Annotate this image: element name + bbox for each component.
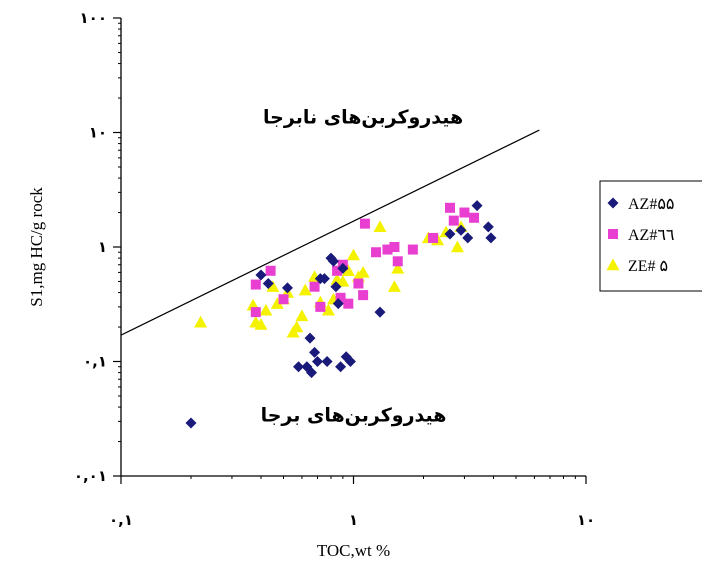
data-point-triangle: [391, 261, 405, 274]
data-point-triangle: [336, 274, 350, 287]
data-point-triangle: [347, 248, 360, 261]
y-tick-label: ٠,٠١: [74, 467, 107, 485]
axes: ٠,٠١ ٠,١ ١ ١٠ ١٠٠ ٠,١ ١ ١٠ TOC,wt % S1,mg HC/g ro…: [27, 9, 595, 560]
legend-label: AZ#٦٦: [628, 227, 675, 244]
legend-marker: [606, 258, 620, 271]
data-point-square: [265, 265, 276, 276]
data-point-triangle: [266, 280, 280, 292]
data-point-diamond: [304, 332, 316, 344]
data-point-square: [448, 215, 459, 226]
data-point-triangle: [298, 283, 312, 296]
x-tick-label: ١٠: [577, 511, 595, 529]
data-point-diamond: [262, 277, 274, 289]
data-point-triangle: [194, 315, 208, 328]
data-point-square: [343, 298, 354, 309]
legend: AZ#۵۵ AZ#٦٦ ZE# ۵: [599, 180, 702, 292]
data-point-square: [332, 265, 343, 276]
data-point-square: [309, 281, 320, 292]
x-tick-label: ١: [349, 511, 358, 529]
data-point-triangle: [321, 303, 335, 316]
data-point-triangle: [290, 320, 304, 333]
data-point-triangle: [270, 297, 284, 309]
data-point-triangle: [341, 264, 355, 276]
data-point-diamond: [309, 346, 321, 358]
data-point-diamond: [330, 281, 342, 293]
x-axis-title: TOC,wt %: [317, 541, 390, 560]
data-points: [185, 200, 497, 429]
data-point-square: [315, 301, 326, 312]
legend-label: ZE# ۵: [628, 258, 668, 275]
chart-texts: هیدروکربن‌های نابرجا هیدروکربن‌های برجا: [261, 106, 464, 426]
region-label-migrated: هیدروکربن‌های نابرجا: [263, 106, 463, 128]
data-point-diamond: [255, 269, 267, 281]
data-point-diamond: [332, 298, 344, 310]
data-point-triangle: [259, 303, 273, 316]
data-point-square: [407, 244, 418, 255]
data-point-square: [382, 244, 393, 255]
region-label-indigenous: هیدروکربن‌های برجا: [261, 404, 447, 426]
y-tick-label: ١٠: [89, 124, 107, 142]
data-point-diamond: [337, 262, 349, 274]
data-point-square: [250, 279, 261, 290]
data-point-square: [392, 256, 403, 267]
data-point-triangle: [373, 220, 387, 233]
data-point-diamond: [281, 282, 293, 294]
data-point-diamond: [485, 232, 497, 244]
reference-line: [120, 129, 540, 336]
reference-line-group: [120, 129, 540, 336]
y-tick-label: ٠,١: [83, 353, 107, 371]
data-point-square: [250, 307, 261, 318]
data-point-diamond: [462, 232, 474, 244]
legend-marker: [608, 229, 618, 239]
data-point-diamond: [318, 273, 330, 285]
x-tick-label: ٠,١: [109, 511, 133, 529]
data-point-diamond: [321, 356, 333, 367]
data-point-square: [335, 292, 346, 303]
legend-marker: [607, 197, 619, 209]
data-point-square: [428, 232, 439, 243]
data-point-triangle: [356, 265, 370, 278]
data-point-square: [278, 294, 289, 305]
data-point-triangle: [387, 280, 401, 292]
data-point-square: [359, 218, 370, 229]
data-point-diamond: [311, 356, 323, 367]
y-tick-label: ١٠٠: [80, 9, 107, 27]
data-point-square: [389, 242, 400, 252]
data-point-square: [459, 207, 470, 218]
y-tick-label: ١: [98, 238, 107, 256]
data-point-diamond: [306, 367, 318, 379]
data-point-square: [444, 202, 455, 213]
data-point-triangle: [295, 309, 309, 322]
data-point-diamond: [327, 255, 339, 267]
data-point-square: [469, 212, 480, 223]
data-point-diamond: [444, 228, 456, 240]
data-point-triangle: [450, 240, 464, 253]
data-point-diamond: [292, 361, 304, 373]
data-point-triangle: [254, 318, 268, 330]
data-point-square: [353, 278, 364, 289]
data-point-diamond: [455, 224, 467, 236]
data-point-square: [358, 290, 369, 301]
data-point-diamond: [344, 356, 356, 367]
data-point-diamond: [185, 417, 197, 429]
data-point-diamond: [482, 221, 494, 233]
legend-label: AZ#۵۵: [628, 196, 675, 213]
data-point-diamond: [335, 361, 347, 373]
y-axis-title: S1,mg HC/g rock: [27, 187, 46, 307]
data-point-diamond: [374, 306, 386, 318]
data-point-square: [371, 247, 382, 258]
data-point-diamond: [471, 200, 483, 212]
